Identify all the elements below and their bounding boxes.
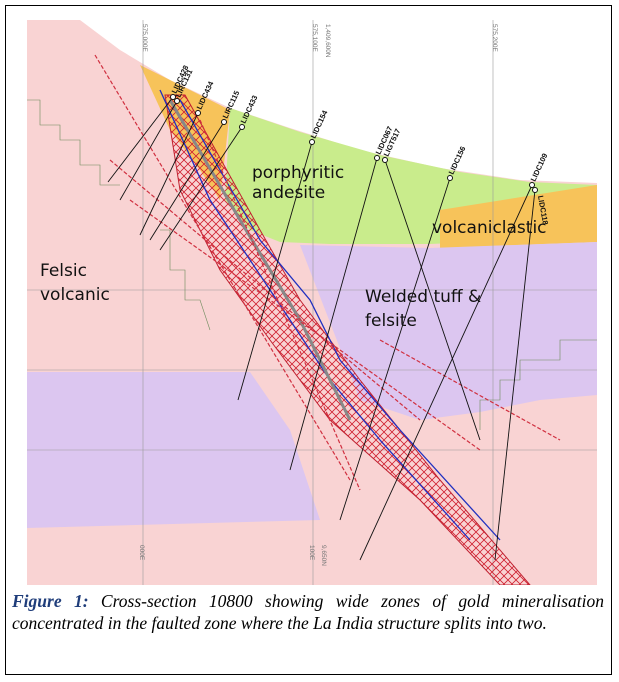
- caption-label: Figure 1:: [12, 591, 89, 611]
- collar: [240, 125, 245, 130]
- grid-label: 575,100E: [311, 24, 318, 52]
- grid-label: 9,650N: [320, 545, 327, 566]
- grid-label: 1,409,600N: [324, 24, 331, 58]
- collar: [375, 156, 380, 161]
- collar: [448, 176, 453, 181]
- collar: [222, 120, 227, 125]
- collar: [383, 158, 388, 163]
- grid-label: 575,000E: [141, 24, 148, 52]
- grid-label: 575,200E: [491, 24, 498, 52]
- page: porphyriticandesite volcaniclastic Felsi…: [0, 0, 619, 682]
- grid-label: 000E: [138, 545, 145, 561]
- map: [27, 20, 597, 585]
- collar: [533, 188, 538, 193]
- caption: Figure 1: Cross-section 10800 showing wi…: [12, 590, 604, 634]
- grid-label: 100E: [308, 545, 315, 561]
- caption-text: Cross-section 10800 showing wide zones o…: [12, 591, 604, 633]
- collar: [310, 140, 315, 145]
- collar: [175, 99, 180, 104]
- collar: [530, 183, 535, 188]
- unit-label: volcaniclastic: [432, 218, 547, 238]
- collar: [196, 111, 201, 116]
